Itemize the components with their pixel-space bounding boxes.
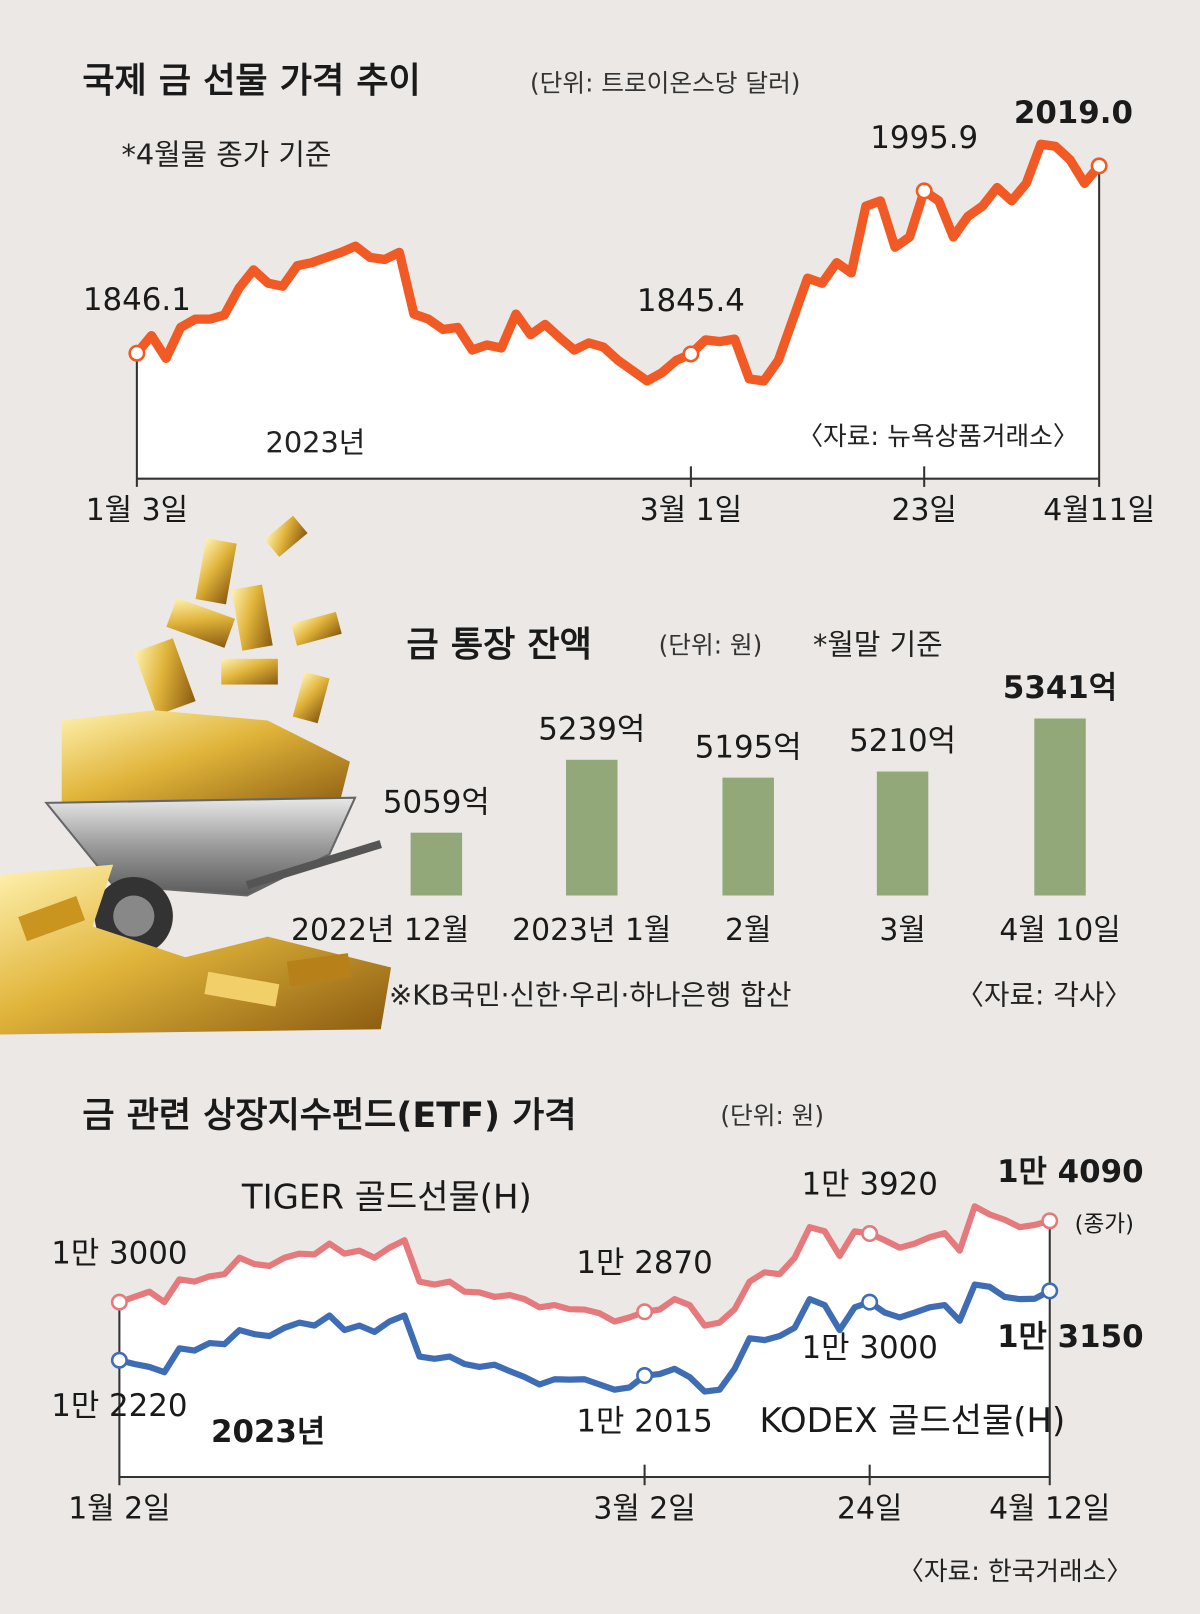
bar — [876, 771, 929, 896]
point-marker — [861, 1293, 879, 1311]
point-marker — [682, 345, 700, 363]
plot-area — [136, 144, 1100, 479]
x-tick-label: 3월 2일 — [593, 1491, 695, 1526]
note: *월말 기준 — [813, 627, 943, 661]
data-label: 5341억 — [1003, 670, 1117, 706]
data-label: 1846.1 — [83, 282, 191, 318]
chart-title: 국제 금 선물 가격 추이 — [82, 61, 420, 101]
point-marker — [110, 1351, 128, 1369]
data-label: 1845.4 — [637, 283, 745, 319]
data-label: 1만 3000 — [51, 1235, 187, 1271]
point-marker — [1041, 1282, 1059, 1300]
x-tick-label: 3월 — [879, 913, 925, 948]
x-tick-label: 2023년 1월 — [512, 913, 671, 948]
year-label: 2023년 — [211, 1414, 325, 1450]
year-label: 2023년 — [266, 426, 366, 460]
data-label: 5210억 — [849, 723, 956, 759]
note: *4월물 종가 기준 — [121, 138, 331, 172]
source: 〈자료: 뉴욕상품거래소〉 — [797, 422, 1078, 452]
data-label: 1만 3920 — [801, 1167, 937, 1203]
plot-area — [119, 1206, 1050, 1477]
bar — [410, 832, 463, 896]
unit-label: (단위: 트로이온스당 달러) — [530, 69, 800, 98]
data-label: 2019.0 — [1014, 95, 1133, 131]
legend-label: KODEX 골드선물(H) — [760, 1401, 1066, 1441]
x-tick-label: 4월11일 — [1043, 493, 1155, 528]
x-tick-label: 2022년 12월 — [291, 913, 469, 948]
bar — [722, 777, 774, 896]
unit-label: (단위: 원) — [720, 1101, 824, 1130]
point-marker — [915, 182, 933, 200]
point-marker — [128, 344, 146, 362]
data-label: 1만 2015 — [576, 1403, 712, 1439]
x-tick-label: 23일 — [891, 493, 956, 528]
data-label: 5195억 — [695, 729, 802, 765]
source: 〈자료: 각사〉 — [956, 978, 1132, 1011]
line — [116, 1281, 1053, 1395]
bar — [566, 759, 618, 896]
point-marker — [636, 1303, 654, 1321]
chart-title: 금 관련 상장지수펀드(ETF) 가격 — [82, 1096, 576, 1136]
close-note: (종가) — [1075, 1211, 1134, 1237]
x-tick-label: 2월 — [725, 913, 771, 948]
source: 〈자료: 한국거래소〉 — [898, 1557, 1132, 1587]
x-tick-label: 1월 3일 — [86, 493, 188, 528]
chart-title: 금 통장 잔액 — [407, 625, 592, 665]
x-tick-label: 1월 2일 — [68, 1491, 170, 1526]
x-tick-label: 3월 1일 — [640, 493, 742, 528]
point-marker — [1041, 1212, 1059, 1230]
data-label: 1만 3150 — [997, 1319, 1144, 1355]
data-label: 1995.9 — [870, 120, 978, 156]
line — [132, 139, 1104, 386]
data-label: 1만 3000 — [801, 1330, 937, 1366]
footnote: ※KB국민·신한·우리·하나은행 합산 — [389, 978, 791, 1011]
bar — [1034, 718, 1086, 896]
data-label: 5239억 — [538, 711, 645, 747]
data-label: 5059억 — [383, 784, 490, 820]
point-marker — [1090, 157, 1108, 175]
point-marker — [861, 1225, 879, 1243]
data-label: 1만 2870 — [576, 1245, 712, 1281]
line — [116, 1203, 1053, 1329]
data-label: 1만 4090 — [997, 1154, 1144, 1190]
x-tick-label: 4월 12일 — [989, 1491, 1110, 1526]
x-tick-label: 24일 — [837, 1491, 902, 1526]
x-tick-label: 4월 10일 — [999, 913, 1120, 948]
point-marker — [636, 1367, 654, 1385]
point-marker — [110, 1293, 128, 1311]
unit-label: (단위: 원) — [659, 630, 763, 659]
legend-label: TIGER 골드선물(H) — [241, 1178, 532, 1218]
gold-illustration — [0, 515, 392, 1035]
data-label: 1만 2220 — [51, 1388, 187, 1424]
